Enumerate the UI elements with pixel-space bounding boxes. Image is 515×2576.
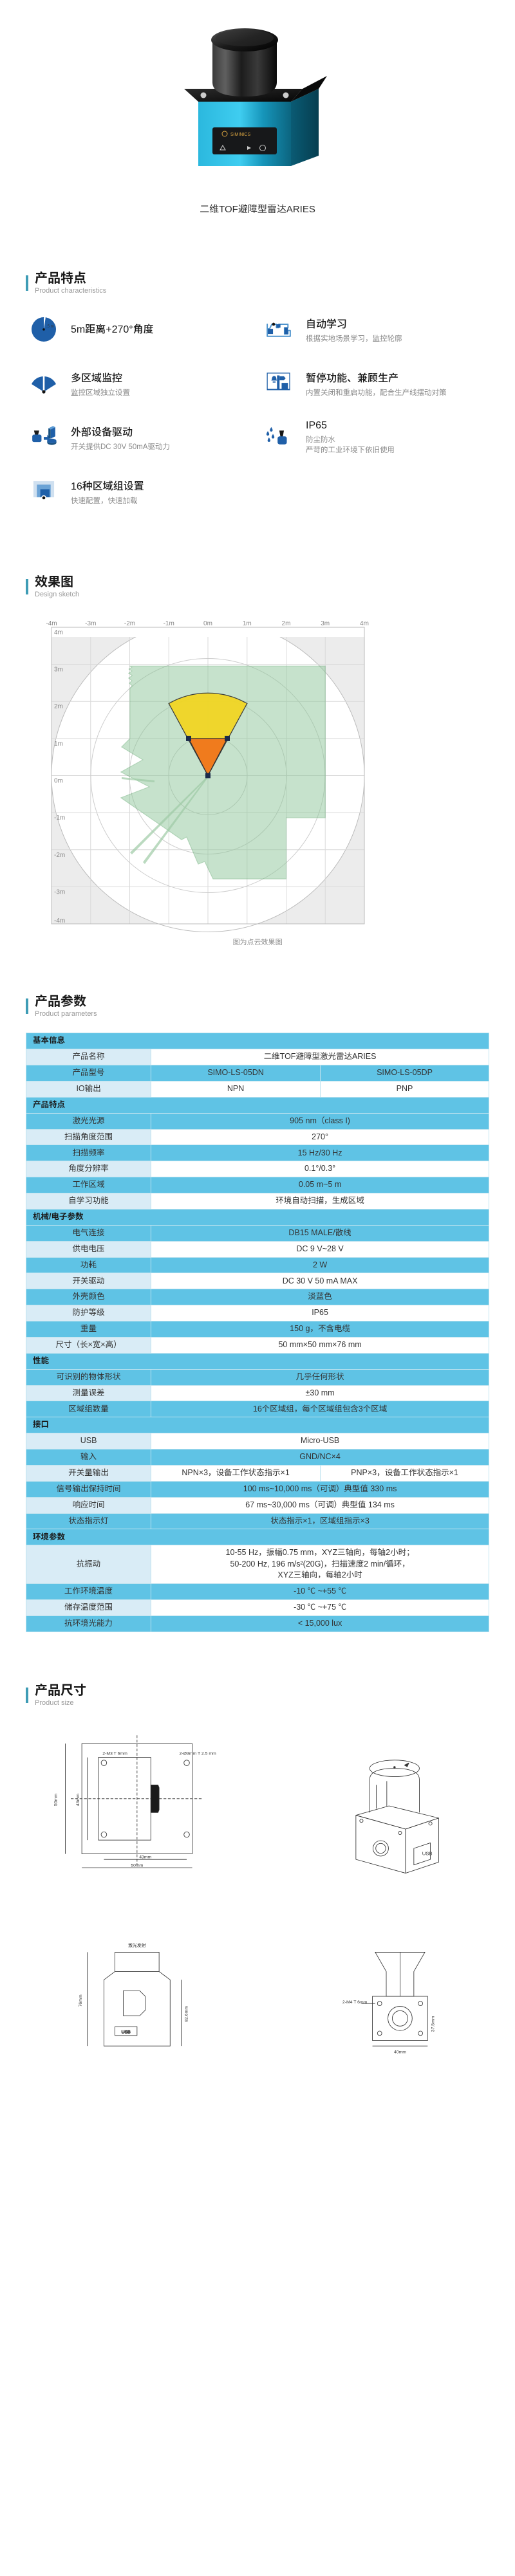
svg-text:2m: 2m bbox=[282, 620, 291, 627]
svg-text:1m: 1m bbox=[243, 620, 252, 627]
svg-text:2-M3 T 6mm: 2-M3 T 6mm bbox=[102, 1751, 127, 1756]
svg-text:2-M4 T 6mm: 2-M4 T 6mm bbox=[342, 2000, 368, 2005]
svg-text:50mm: 50mm bbox=[54, 1793, 59, 1805]
svg-text:-1m: -1m bbox=[54, 814, 65, 822]
svg-text:USB: USB bbox=[422, 1850, 433, 1856]
svg-text:1m: 1m bbox=[54, 740, 63, 747]
svg-text:50mm: 50mm bbox=[131, 1863, 143, 1868]
svg-text:82.6mm: 82.6mm bbox=[185, 2005, 189, 2021]
svg-text:激光发射: 激光发射 bbox=[128, 1942, 146, 1947]
svg-text:SIMINICS: SIMINICS bbox=[230, 133, 250, 137]
svg-text:USB: USB bbox=[122, 2030, 131, 2034]
svg-text:76mm: 76mm bbox=[79, 1994, 83, 2007]
svg-text:-4m: -4m bbox=[46, 620, 57, 627]
svg-text:.5 m: .5 m bbox=[46, 325, 54, 329]
svg-text:37.5mm: 37.5mm bbox=[431, 2016, 436, 2032]
svg-text:4m: 4m bbox=[360, 620, 369, 627]
svg-text:43mm: 43mm bbox=[76, 1793, 80, 1805]
svg-text:-4m: -4m bbox=[54, 917, 65, 925]
svg-text:40mm: 40mm bbox=[394, 2050, 406, 2054]
svg-text:2m: 2m bbox=[54, 703, 63, 710]
svg-text:3m: 3m bbox=[54, 666, 63, 673]
svg-text:43mm: 43mm bbox=[139, 1855, 151, 1859]
svg-text:-2m: -2m bbox=[124, 620, 135, 627]
svg-text:0m: 0m bbox=[203, 620, 212, 627]
svg-text:0m: 0m bbox=[54, 777, 63, 784]
svg-text:4m: 4m bbox=[54, 629, 63, 636]
svg-text:3m: 3m bbox=[321, 620, 330, 627]
svg-text:-3m: -3m bbox=[85, 620, 96, 627]
svg-text:2-Ø3mm T 2.5 mm: 2-Ø3mm T 2.5 mm bbox=[180, 1751, 216, 1756]
svg-text:-1m: -1m bbox=[164, 620, 174, 627]
svg-text:-3m: -3m bbox=[54, 888, 65, 896]
svg-text:-2m: -2m bbox=[54, 851, 65, 858]
